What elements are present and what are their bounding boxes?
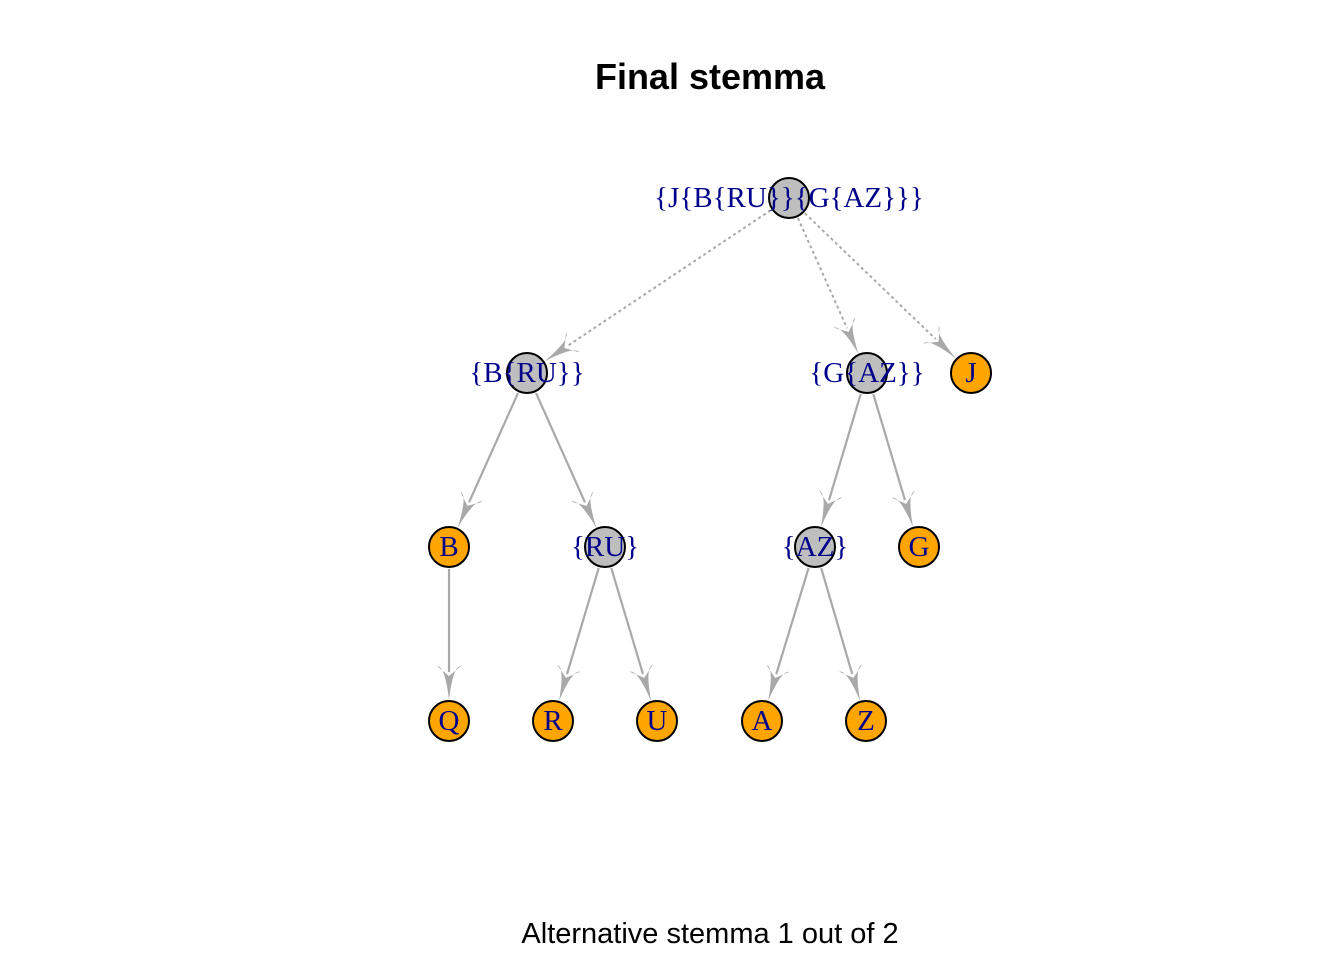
edge-line (872, 393, 907, 501)
edge-line (565, 567, 600, 675)
edge-AZ-Z (820, 567, 863, 701)
edge-arrowhead (437, 666, 461, 700)
node-B (428, 526, 470, 568)
edge-root-GAZ (797, 217, 859, 354)
edge-arrowhead (571, 491, 597, 528)
node-label-G: G (909, 531, 930, 563)
edges-layer (437, 209, 956, 701)
edge-RU-U (610, 567, 653, 701)
chart-title: Final stemma (594, 56, 826, 97)
edge-line (610, 567, 645, 675)
chart-subtitle: Alternative stemma 1 out of 2 (521, 918, 899, 950)
node-label-Q: Q (439, 705, 460, 737)
edge-line (827, 393, 862, 501)
edge-line (797, 217, 848, 329)
node-label-GAZ: {G{AZ}} (809, 357, 924, 389)
nodes-layer (428, 177, 992, 742)
node-label-R: R (543, 705, 563, 737)
edge-line (468, 392, 520, 503)
edge-RU-R (557, 567, 600, 701)
edge-GAZ-G (872, 393, 915, 527)
edge-GAZ-AZ (819, 393, 862, 527)
node-label-B: B (439, 531, 458, 563)
node-label-U: U (647, 705, 668, 737)
node-label-RU: {RU} (571, 531, 639, 563)
node-label-J: J (965, 357, 976, 389)
node-R (532, 700, 574, 742)
node-J (950, 352, 992, 394)
edge-line (804, 212, 937, 340)
node-label-A: A (752, 705, 773, 737)
edge-arrowhead (833, 317, 859, 354)
node-G (898, 526, 940, 568)
edge-root-BRU (544, 209, 772, 362)
node-AZ (794, 526, 836, 568)
edge-root-J (804, 212, 956, 359)
edge-B-Q (437, 569, 461, 700)
node-RU (584, 526, 626, 568)
edge-BRU-B (457, 392, 520, 528)
edge-line (567, 209, 772, 347)
node-GAZ (846, 352, 888, 394)
edge-line (534, 392, 586, 503)
node-U (636, 700, 678, 742)
node-label-AZ: {AZ} (782, 531, 849, 563)
node-Q (428, 700, 470, 742)
edge-arrowhead (839, 664, 863, 701)
edge-arrowhead (457, 491, 483, 528)
edge-arrowhead (923, 326, 956, 359)
edge-arrowhead (629, 664, 653, 701)
edge-line (775, 567, 810, 675)
node-label-BRU: {B{RU}} (469, 357, 584, 389)
node-root (768, 177, 810, 219)
edge-line (820, 567, 854, 675)
node-A (741, 700, 783, 742)
edge-arrowhead (557, 664, 581, 701)
edge-AZ-A (766, 567, 810, 701)
node-BRU (506, 352, 548, 394)
node-label-Z: Z (857, 705, 875, 737)
edge-arrowhead (544, 332, 580, 362)
edge-arrowhead (766, 664, 790, 701)
node-label-root: {J{B{RU}}{G{AZ}}} (654, 182, 924, 214)
edge-arrowhead (891, 490, 915, 527)
edge-arrowhead (819, 490, 843, 527)
labels-layer: {J{B{RU}}{G{AZ}}} {B{RU}} {G{AZ}} J B {RU} {AZ… (439, 182, 977, 737)
edge-BRU-RU (534, 392, 597, 528)
node-Z (845, 700, 887, 742)
